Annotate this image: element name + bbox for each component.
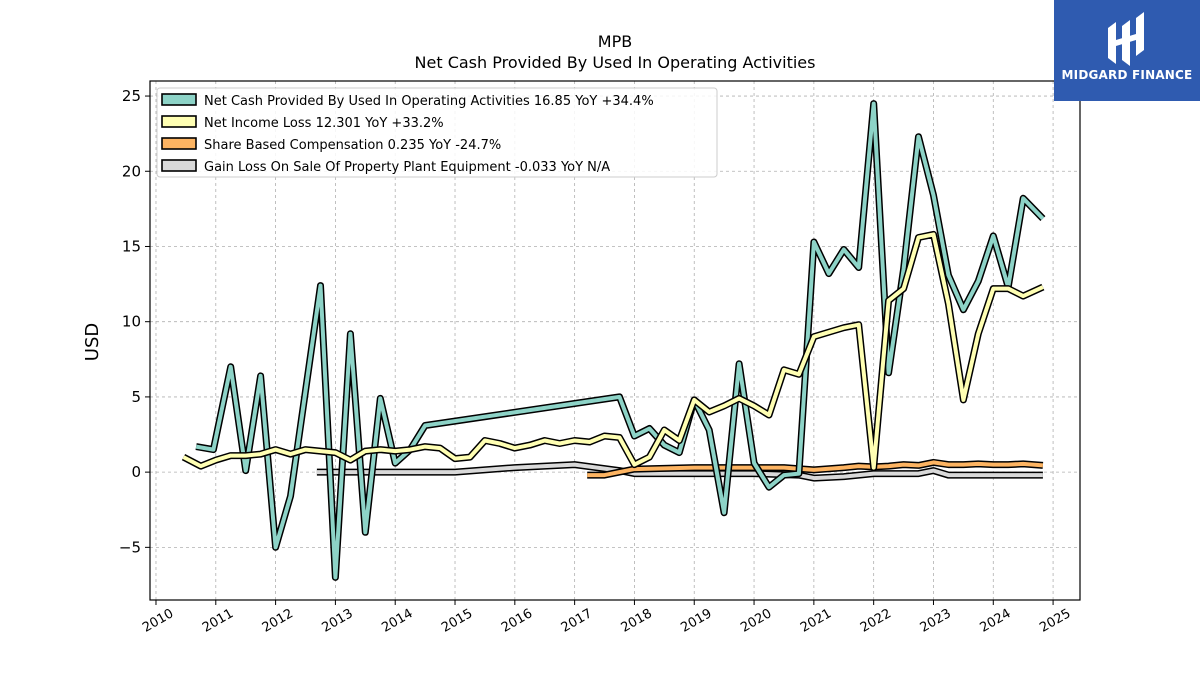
x-tick-label: 2023 [918,606,954,636]
brand-logo: MIDGARD FINANCE [1054,0,1200,101]
y-axis: −5 0 5 10 15 20 25 [119,87,150,556]
series-lines [181,100,1046,581]
x-tick-label: 2024 [977,606,1013,636]
legend-swatch [161,159,197,172]
y-tick-label: 0 [131,463,141,481]
y-tick-label: 20 [122,162,141,180]
x-tick-label: 2015 [439,606,475,636]
y-tick-label: 25 [122,87,141,105]
x-tick-label: 2013 [320,606,356,636]
x-tick-label: 2018 [619,606,655,636]
y-tick-label: 15 [122,237,141,255]
x-axis: 2010 2011 2012 2013 2014 2015 2016 2017 2018 2019… [140,600,1073,636]
y-axis-label: USD [82,323,103,361]
legend-label: Net Cash Provided By Used In Operating A… [204,94,654,109]
legend-label: Gain Loss On Sale Of Property Plant Equi… [204,160,610,175]
brand-name: MIDGARD FINANCE [1061,68,1193,82]
x-tick-label: 2017 [559,606,595,636]
legend-items: Net Cash Provided By Used In Operating A… [161,93,654,175]
y-tick-label: 5 [131,388,141,406]
chart-title: MPB [598,32,632,51]
x-tick-label: 2010 [140,606,176,636]
legend-box [156,87,718,178]
midgard-logo-icon [1108,12,1144,66]
x-tick-label: 2025 [1037,606,1073,636]
legend-label: Net Income Loss 12.301 YoY +33.2% [204,116,444,131]
legend-label: Share Based Compensation 0.235 YoY -24.7… [204,138,501,153]
y-tick-label: 10 [122,313,141,331]
x-tick-label: 2012 [260,606,296,636]
series-line [195,101,1045,580]
series-line [316,462,1043,481]
legend-swatch [161,137,197,150]
x-tick-label: 2022 [858,606,894,636]
plot-frame [149,80,1081,601]
y-tick-label: −5 [119,538,141,556]
x-tick-label: 2019 [678,606,714,636]
x-tick-label: 2020 [738,606,774,636]
x-tick-label: 2011 [200,606,236,636]
x-tick-label: 2016 [499,606,535,636]
legend: Net Cash Provided By Used In Operating A… [156,87,718,178]
x-tick-label: 2014 [379,606,415,636]
x-tick-label: 2021 [798,606,834,636]
legend-swatch [161,115,197,128]
chart-subtitle: Net Cash Provided By Used In Operating A… [415,53,816,72]
series-line [182,232,1044,470]
legend-swatch [161,93,197,106]
